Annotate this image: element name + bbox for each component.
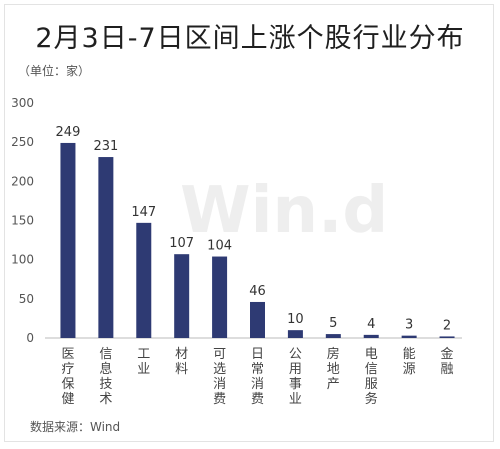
- value-label: 46: [249, 284, 266, 299]
- bar: [60, 142, 76, 338]
- y-tick-label: 250: [11, 135, 34, 149]
- category-label: 公用事业: [289, 347, 302, 407]
- y-tick-label: 200: [11, 174, 34, 188]
- category-label: 日常消费: [251, 347, 264, 407]
- category-label: 医疗保健: [61, 347, 74, 407]
- category-label: 材料: [175, 347, 188, 377]
- unit-label: （单位：家）: [18, 64, 91, 78]
- category-label: 金融: [441, 346, 454, 377]
- y-axis: 0 50 100 150 200 250 300: [11, 96, 462, 345]
- bars: [60, 142, 455, 338]
- value-label: 4: [367, 317, 375, 332]
- value-labels: 249 231 147 107 104 46 10 5 4 3 2: [56, 125, 452, 333]
- category-label: 信息技术: [99, 347, 112, 407]
- value-label: 2: [443, 318, 451, 333]
- bar: [401, 335, 417, 338]
- bar: [363, 334, 379, 338]
- y-tick-label: 300: [11, 96, 34, 110]
- chart-title: 2月3日-7日区间上涨个股行业分布: [35, 23, 465, 54]
- value-label: 10: [287, 312, 304, 327]
- value-label: 231: [93, 139, 118, 154]
- category-label: 电信服务: [365, 347, 378, 407]
- value-label: 147: [131, 205, 156, 220]
- value-label: 107: [169, 236, 194, 251]
- value-label: 5: [329, 316, 337, 331]
- bar: [212, 256, 228, 338]
- y-tick-label: 0: [26, 331, 34, 345]
- value-label: 104: [207, 239, 232, 254]
- source-note: 数据来源：Wind: [30, 420, 121, 434]
- watermark: Win.d: [180, 174, 388, 248]
- bar: [136, 222, 152, 338]
- bar: [250, 301, 265, 338]
- y-tick-label: 100: [11, 253, 34, 267]
- bar: [287, 330, 303, 338]
- y-tick-label: 150: [11, 214, 34, 228]
- category-label: 房地产: [327, 346, 340, 392]
- bar: [98, 157, 114, 338]
- bar: [439, 336, 455, 338]
- chart-frame: [4, 4, 494, 442]
- value-label: 249: [56, 125, 81, 140]
- bar: [174, 254, 190, 338]
- category-label: 可选消费: [213, 347, 226, 407]
- value-label: 3: [405, 318, 413, 333]
- bar: [325, 334, 341, 338]
- y-tick-label: 50: [19, 292, 34, 306]
- category-label: 能源: [403, 347, 416, 377]
- category-label: 工业: [137, 347, 150, 377]
